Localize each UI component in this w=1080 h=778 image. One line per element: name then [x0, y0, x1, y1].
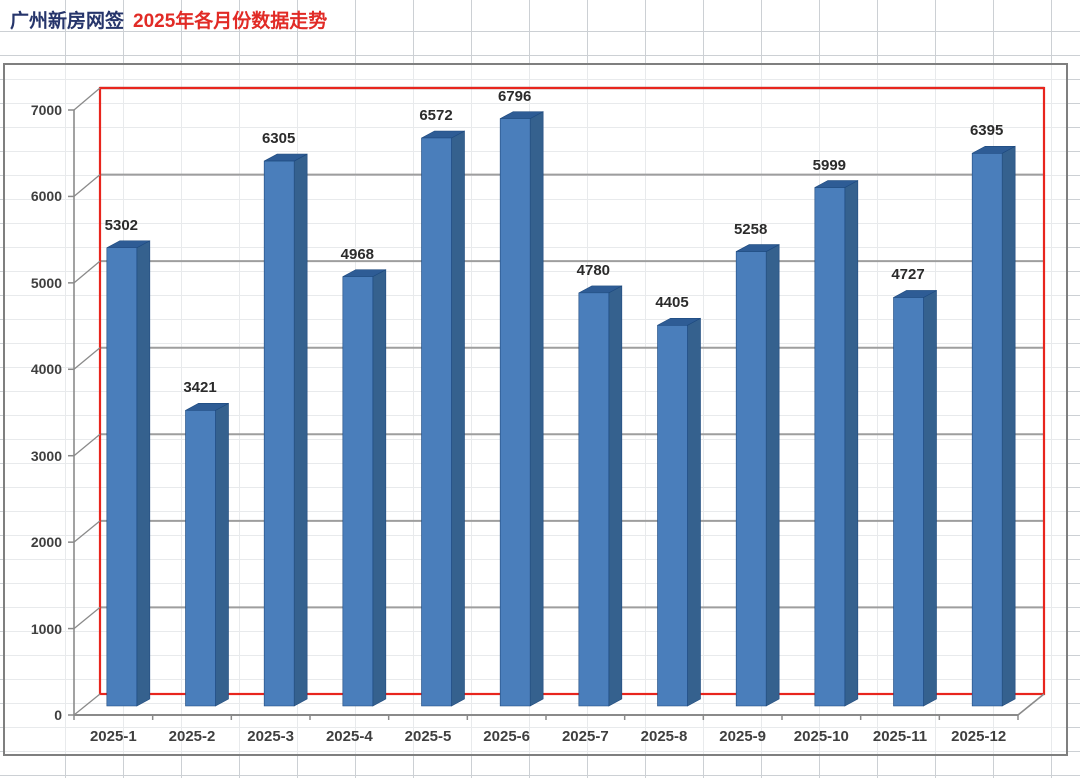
bar-value-label: 3421 [183, 379, 217, 397]
bar-front-face [657, 324, 688, 707]
x-axis-label: 2025-2 [168, 728, 216, 745]
bar-2025-10[interactable] [814, 180, 859, 707]
bar-front-face [421, 137, 452, 707]
bar-front-face [106, 247, 138, 707]
bar-front-face [578, 292, 610, 707]
bar-value-label: 5258 [733, 220, 768, 238]
depth-connector [73, 260, 101, 284]
bar-front-face [263, 160, 295, 707]
bar-2025-11[interactable] [893, 289, 937, 707]
bar-2025-12[interactable] [971, 145, 1016, 707]
bar-value-label: 6305 [261, 130, 296, 148]
depth-connector [73, 693, 101, 716]
y-axis-tick-label: 7000 [30, 102, 62, 118]
y-axis-tick-label: 2000 [30, 534, 62, 551]
x-axis-label: 2025-5 [404, 728, 452, 745]
depth-connector [73, 347, 101, 370]
y-axis-tick-label: 1000 [30, 620, 62, 637]
bar-2025-8[interactable] [657, 317, 701, 707]
bar-side-face [844, 180, 859, 707]
bar-value-label: 5302 [104, 216, 139, 234]
y-axis-tick-label: 4000 [30, 361, 62, 378]
depth-connector [73, 174, 101, 197]
bar-value-label: 4405 [655, 294, 689, 312]
depth-connector [73, 433, 101, 457]
depth-connector [73, 520, 101, 543]
bar-front-face [185, 410, 216, 707]
x-axis-label: 2025-8 [640, 728, 688, 745]
y-axis-tick-label: 5000 [30, 274, 62, 291]
bar-2025-9[interactable] [735, 244, 780, 707]
x-axis-label: 2025-12 [951, 728, 1007, 745]
bar-side-face [765, 244, 780, 707]
bar-side-face [293, 153, 308, 707]
bar-2025-5[interactable] [421, 130, 465, 707]
bar-2025-1[interactable] [106, 240, 151, 707]
bar-value-label: 4780 [576, 261, 611, 279]
bar-side-face [608, 285, 623, 707]
x-axis-label: 2025-9 [719, 728, 767, 745]
bar-2025-3[interactable] [263, 153, 308, 707]
bar-side-face [372, 269, 387, 707]
bar-front-face [971, 152, 1003, 707]
bar-side-face [529, 111, 544, 707]
y-axis-tick-label: 6000 [30, 188, 62, 205]
bar-value-label: 5999 [812, 156, 847, 174]
bar-2025-4[interactable] [342, 269, 387, 707]
x-axis-label: 2025-1 [89, 728, 137, 745]
depth-connector [73, 87, 101, 111]
bar-value-label: 4727 [891, 266, 925, 284]
bar-side-face [451, 130, 465, 707]
page-title: 广州新房网签 2025年各月份数据走势 [10, 8, 327, 36]
bar-side-face [215, 402, 229, 707]
x-axis-label: 2025-10 [793, 728, 849, 745]
bar-value-label: 6796 [497, 87, 532, 105]
title-part-2: 2025年各月份数据走势 [133, 11, 328, 32]
bar-2025-7[interactable] [578, 285, 623, 707]
x-axis-label: 2025-11 [872, 728, 928, 745]
bar-side-face [136, 240, 151, 707]
title-part-1: 广州新房网签 [10, 11, 125, 32]
bar-front-face [893, 297, 924, 707]
x-axis-label: 2025-3 [247, 728, 295, 745]
y-axis-tick-label: 0 [54, 707, 62, 723]
x-axis-label: 2025-7 [561, 728, 609, 745]
bar-2025-2[interactable] [185, 402, 229, 707]
bar-front-face [814, 187, 846, 707]
bar-value-label: 6395 [969, 122, 1004, 140]
x-axis-label: 2025-6 [483, 728, 531, 745]
bar-front-face [499, 118, 531, 707]
floor-right-edge [1017, 693, 1045, 716]
bar-2025-6[interactable] [499, 111, 544, 707]
bar-side-face [687, 317, 701, 707]
depth-connector [73, 606, 101, 630]
y-axis-tick-label: 3000 [30, 447, 62, 464]
bar-value-label: 4968 [340, 245, 375, 263]
bar-side-face [923, 289, 937, 707]
plot-wall-red-border [98, 86, 1046, 696]
bar-front-face [735, 251, 767, 707]
x-axis-label: 2025-4 [325, 728, 373, 745]
bar-side-face [1001, 145, 1016, 707]
bar-front-face [342, 276, 374, 707]
bar-value-label: 6572 [419, 106, 453, 124]
